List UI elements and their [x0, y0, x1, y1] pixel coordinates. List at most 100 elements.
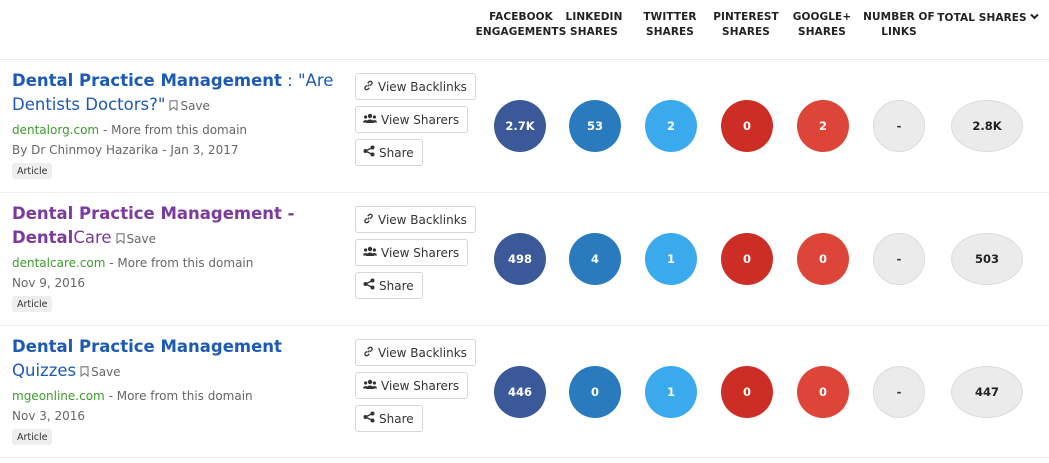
col-header-pinterest-line2: SHARES [722, 26, 770, 38]
action-buttons: View Backlinks View Sharers Share [355, 339, 476, 438]
title-rest: Quizzes [12, 361, 77, 380]
share-icon [363, 411, 379, 426]
share-label: Share [379, 411, 414, 426]
view-sharers-label: View Sharers [381, 378, 460, 393]
pinterest-shares-count: 0 [721, 366, 773, 418]
col-header-total-label: TOTAL SHARES [937, 12, 1027, 24]
title-keyword: Dental Practice Management [12, 337, 282, 356]
result-row: Dental Practice Management Quizzes Save m… [0, 325, 1049, 458]
result-row: Dental Practice Management - DentalCare S… [0, 192, 1049, 325]
google-plus-shares-count: 2 [797, 100, 849, 152]
more-from-domain-link[interactable]: - More from this domain [104, 389, 253, 403]
byline: Nov 3, 2016 [12, 409, 86, 423]
number-of-links-count: - [873, 233, 925, 285]
more-from-domain-link[interactable]: - More from this domain [105, 256, 254, 270]
domain-link[interactable]: dentalorg.com [12, 123, 100, 137]
view-backlinks-button[interactable]: View Backlinks [355, 206, 476, 233]
twitter-shares-count: 1 [645, 366, 697, 418]
col-header-google: GOOGLE+ SHARES [774, 10, 870, 40]
domain-line: mgeonline.com - More from this domain [12, 386, 342, 406]
bookmark-icon [165, 99, 180, 113]
users-icon [363, 113, 381, 127]
domain-line: dentalcare.com - More from this domain [12, 253, 342, 273]
view-sharers-button[interactable]: View Sharers [355, 239, 469, 266]
pinterest-shares-count: 0 [721, 233, 773, 285]
pinterest-shares-count: 0 [721, 100, 773, 152]
result-row: Dental Practice Management : "Are Dentis… [0, 59, 1049, 192]
view-backlinks-button[interactable]: View Backlinks [355, 339, 476, 366]
result-info: Dental Practice Management - DentalCare S… [12, 202, 342, 312]
users-icon [363, 379, 381, 393]
action-buttons: View Backlinks View Sharers Share [355, 73, 476, 172]
col-header-facebook: FACEBOOK ENGAGEMENTS [473, 10, 569, 40]
save-button[interactable]: Save [112, 232, 156, 246]
col-header-google-line2: SHARES [798, 26, 846, 38]
bookmark-icon [76, 365, 91, 379]
byline: Nov 9, 2016 [12, 276, 86, 290]
google-plus-shares-count: 0 [797, 366, 849, 418]
col-header-facebook-line2: ENGAGEMENTS [475, 26, 567, 38]
col-header-twitter-line2: SHARES [646, 26, 694, 38]
share-icon [363, 145, 379, 160]
title-keyword: Dental Practice Management [12, 71, 282, 90]
linkedin-shares-count: 0 [569, 366, 621, 418]
view-sharers-label: View Sharers [381, 245, 460, 260]
view-backlinks-label: View Backlinks [378, 212, 467, 227]
facebook-engagements-count: 2.7K [494, 100, 546, 152]
result-info: Dental Practice Management Quizzes Save m… [12, 335, 342, 445]
byline: By Dr Chinmoy Hazarika - Jan 3, 2017 [12, 143, 239, 157]
col-header-linkedin-line2: SHARES [570, 26, 618, 38]
domain-link[interactable]: dentalcare.com [12, 256, 106, 270]
content-type-badge: Article [12, 296, 53, 312]
view-sharers-button[interactable]: View Sharers [355, 372, 469, 399]
linkedin-shares-count: 53 [569, 100, 621, 152]
share-button[interactable]: Share [355, 405, 423, 432]
result-title-link[interactable]: Dental Practice Management : "Are Dentis… [12, 69, 342, 118]
total-shares-count: 503 [951, 233, 1023, 285]
title-rest: Care [73, 228, 112, 247]
share-label: Share [379, 278, 414, 293]
facebook-engagements-count: 498 [494, 233, 546, 285]
content-type-badge: Article [12, 429, 53, 445]
total-shares-count: 2.8K [951, 100, 1023, 152]
total-shares-count: 447 [951, 366, 1023, 418]
view-sharers-label: View Sharers [381, 112, 460, 127]
view-backlinks-button[interactable]: View Backlinks [355, 73, 476, 100]
col-header-linkedin-line1: LINKEDIN [565, 11, 623, 23]
result-title-link[interactable]: Dental Practice Management - DentalCare S… [12, 202, 342, 251]
col-header-facebook-line1: FACEBOOK [489, 11, 553, 23]
facebook-engagements-count: 446 [494, 366, 546, 418]
table-header: FACEBOOK ENGAGEMENTS LINKEDIN SHARES TWI… [0, 0, 1049, 58]
col-header-google-line1: GOOGLE+ [792, 11, 852, 23]
col-header-linkedin: LINKEDIN SHARES [546, 10, 642, 40]
users-icon [363, 246, 381, 260]
view-backlinks-label: View Backlinks [378, 79, 467, 94]
save-button[interactable]: Save [76, 365, 121, 379]
col-header-total-sort[interactable]: TOTAL SHARES [936, 10, 1040, 26]
col-header-links-line1: NUMBER OF [863, 11, 935, 23]
col-header-twitter: TWITTER SHARES [622, 10, 718, 40]
view-backlinks-label: View Backlinks [378, 345, 467, 360]
link-icon [363, 213, 378, 227]
number-of-links-count: - [873, 366, 925, 418]
save-label: Save [91, 365, 121, 379]
share-button[interactable]: Share [355, 139, 423, 166]
bookmark-icon [112, 232, 127, 246]
result-title-link[interactable]: Dental Practice Management Quizzes Save [12, 335, 342, 384]
title-rest: : "Are Dentists Doctors?" [12, 71, 334, 114]
chevron-down-icon [1029, 10, 1039, 25]
share-button[interactable]: Share [355, 272, 423, 299]
save-label: Save [126, 232, 156, 246]
title-keyword: Dental Practice Management - Dental [12, 204, 295, 247]
google-plus-shares-count: 0 [797, 233, 849, 285]
save-button[interactable]: Save [165, 99, 210, 113]
result-info: Dental Practice Management : "Are Dentis… [12, 69, 342, 179]
content-type-badge: Article [12, 163, 53, 179]
more-from-domain-link[interactable]: - More from this domain [99, 123, 248, 137]
domain-link[interactable]: mgeonline.com [12, 389, 105, 403]
number-of-links-count: - [873, 100, 925, 152]
view-sharers-button[interactable]: View Sharers [355, 106, 469, 133]
twitter-shares-count: 2 [645, 100, 697, 152]
col-header-links: NUMBER OF LINKS [851, 10, 947, 40]
share-label: Share [379, 145, 414, 160]
